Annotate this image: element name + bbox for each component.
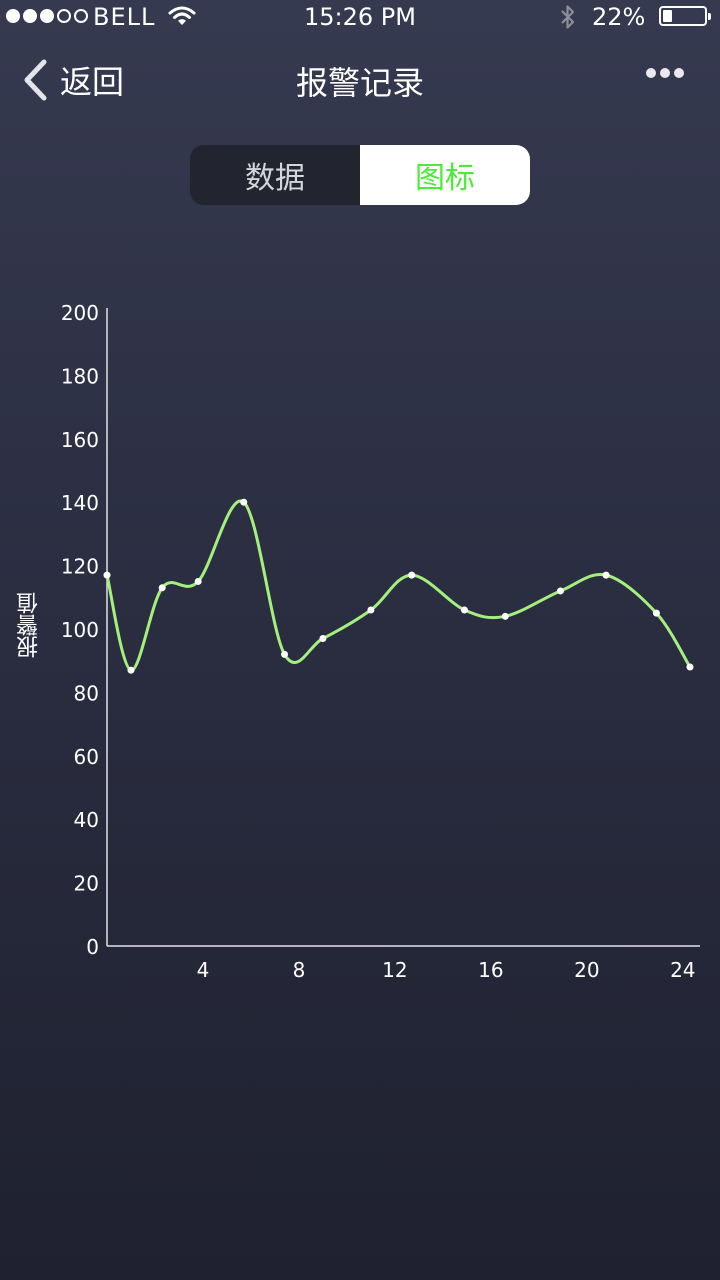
alarm-series-line — [105, 499, 692, 672]
view-segmented-control: 数据 图标 — [190, 145, 530, 205]
x-tick-label: 12 — [382, 958, 407, 982]
line-chart-svg: 0 20 40 60 80 100 120 140 160 180 200 4 8 12 16 20 24 — [61, 301, 700, 982]
carrier-name: BELL — [93, 3, 156, 31]
data-point — [460, 606, 468, 614]
back-label: 返回 — [60, 63, 125, 101]
y-tick-label: 100 — [61, 618, 99, 642]
y-tick-label: 200 — [61, 301, 99, 325]
y-tick-label: 0 — [86, 935, 99, 959]
y-axis-label: 报警值 — [17, 592, 42, 658]
navigation-bar: 返回 报警记录 — [0, 40, 720, 120]
tab-chart[interactable]: 图标 — [360, 145, 530, 205]
x-tick-label: 4 — [197, 958, 210, 982]
tab-data[interactable]: 数据 — [190, 145, 360, 205]
data-point — [408, 571, 416, 579]
y-tick-label: 40 — [74, 808, 99, 832]
wifi-icon — [168, 6, 196, 25]
status-bar: BELL 15:26 PM 22% — [0, 0, 720, 34]
y-tick-label: 180 — [61, 364, 99, 388]
data-point — [158, 584, 166, 592]
chevron-left-icon — [24, 59, 47, 101]
x-tick-label: 20 — [574, 958, 599, 982]
data-point — [367, 606, 375, 614]
back-button[interactable]: 返回 — [20, 56, 124, 104]
data-point — [127, 666, 135, 674]
alarm-value-chart: 0 20 40 60 80 100 120 140 160 180 200 4 8 12 16 20 24 — [0, 290, 720, 990]
x-tick-label: 16 — [478, 958, 503, 982]
y-tick-label: 160 — [61, 428, 99, 452]
y-tick-label: 20 — [74, 872, 99, 896]
battery-icon — [659, 6, 711, 26]
y-tick-label: 120 — [61, 555, 99, 579]
data-point — [686, 663, 694, 671]
y-tick-label: 60 — [74, 745, 99, 769]
bluetooth-icon — [561, 5, 575, 29]
more-dots-icon — [646, 68, 656, 78]
data-point — [556, 587, 564, 595]
data-point — [652, 609, 660, 617]
status-time: 15:26 PM — [304, 3, 416, 31]
data-point — [602, 571, 610, 579]
more-options-button[interactable] — [646, 68, 684, 78]
data-point — [281, 650, 289, 658]
y-tick-label: 80 — [74, 681, 99, 705]
x-tick-label: 24 — [670, 958, 695, 982]
data-point — [240, 498, 248, 506]
data-point — [319, 635, 327, 643]
y-tick-label: 140 — [61, 491, 99, 515]
data-point — [194, 577, 202, 585]
data-point — [103, 571, 111, 579]
battery-percentage: 22% — [592, 3, 646, 31]
data-point — [501, 612, 509, 620]
signal-strength-icon — [6, 9, 88, 23]
x-tick-label: 8 — [293, 958, 306, 982]
